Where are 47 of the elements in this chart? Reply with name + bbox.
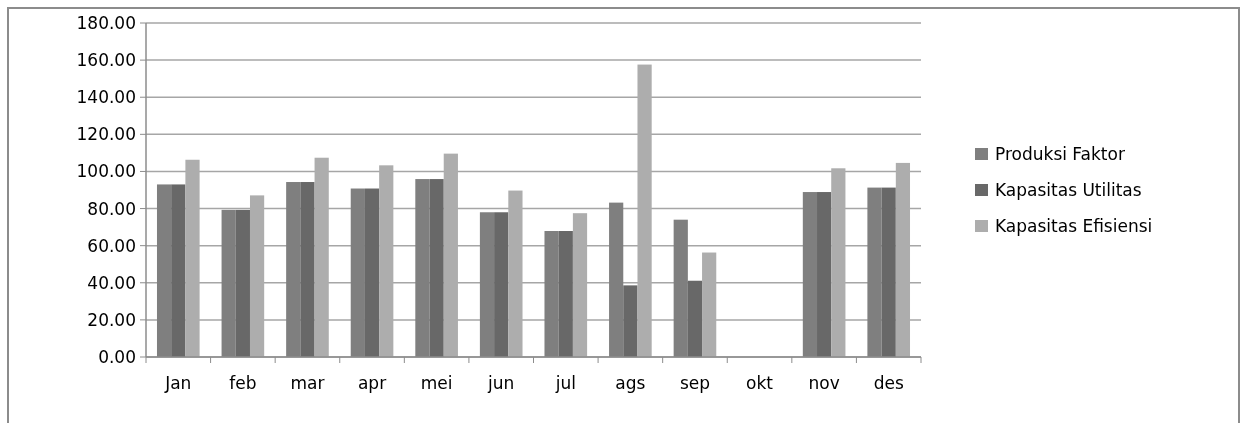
y-tick-label: 120.00	[76, 124, 136, 145]
bar	[156, 184, 172, 357]
bar	[429, 179, 444, 357]
y-tick-label: 20.00	[87, 309, 136, 330]
y-tick-label: 180.00	[76, 12, 136, 33]
legend-label: Produksi Faktor	[995, 143, 1125, 164]
x-tick-label: des	[873, 373, 904, 393]
bar	[364, 188, 380, 357]
y-tick-label: 160.00	[76, 50, 136, 71]
bar	[479, 212, 495, 357]
y-tick-label: 80.00	[87, 198, 136, 219]
x-tick-label: ags	[615, 373, 646, 393]
y-tick-label: 0.00	[98, 346, 136, 367]
bar	[802, 192, 818, 357]
x-tick-label: Jan	[164, 373, 192, 393]
legend-label: Kapasitas Utilitas	[995, 179, 1142, 200]
x-tick-label: jun	[487, 373, 515, 393]
bar	[623, 285, 638, 357]
bar	[300, 182, 315, 357]
bar	[881, 187, 896, 357]
bar	[415, 179, 430, 357]
bar	[817, 192, 832, 357]
bar	[544, 231, 559, 357]
bar	[494, 212, 509, 357]
legend-label: Kapasitas Efisiensi	[995, 215, 1153, 236]
bar	[235, 209, 250, 357]
bar	[687, 280, 703, 357]
y-tick-label: 100.00	[76, 161, 136, 182]
x-tick-label: jul	[554, 373, 576, 393]
bar	[221, 209, 236, 357]
x-tick-label: feb	[229, 373, 257, 393]
x-tick-label: apr	[357, 373, 387, 393]
x-tick-label: mei	[420, 373, 453, 393]
y-tick-label: 40.00	[87, 272, 136, 293]
bar	[673, 219, 688, 357]
bar	[609, 202, 624, 357]
x-tick-label: okt	[746, 373, 774, 393]
x-tick-label: nov	[808, 373, 840, 393]
bar	[558, 231, 573, 357]
bar	[171, 184, 186, 357]
bar	[350, 188, 365, 357]
y-tick-label: 140.00	[76, 87, 136, 108]
bar	[286, 182, 301, 357]
x-tick-label: sep	[679, 373, 711, 393]
x-tick-label: mar	[290, 373, 325, 393]
y-tick-label: 60.00	[87, 235, 136, 256]
bar	[867, 187, 882, 357]
